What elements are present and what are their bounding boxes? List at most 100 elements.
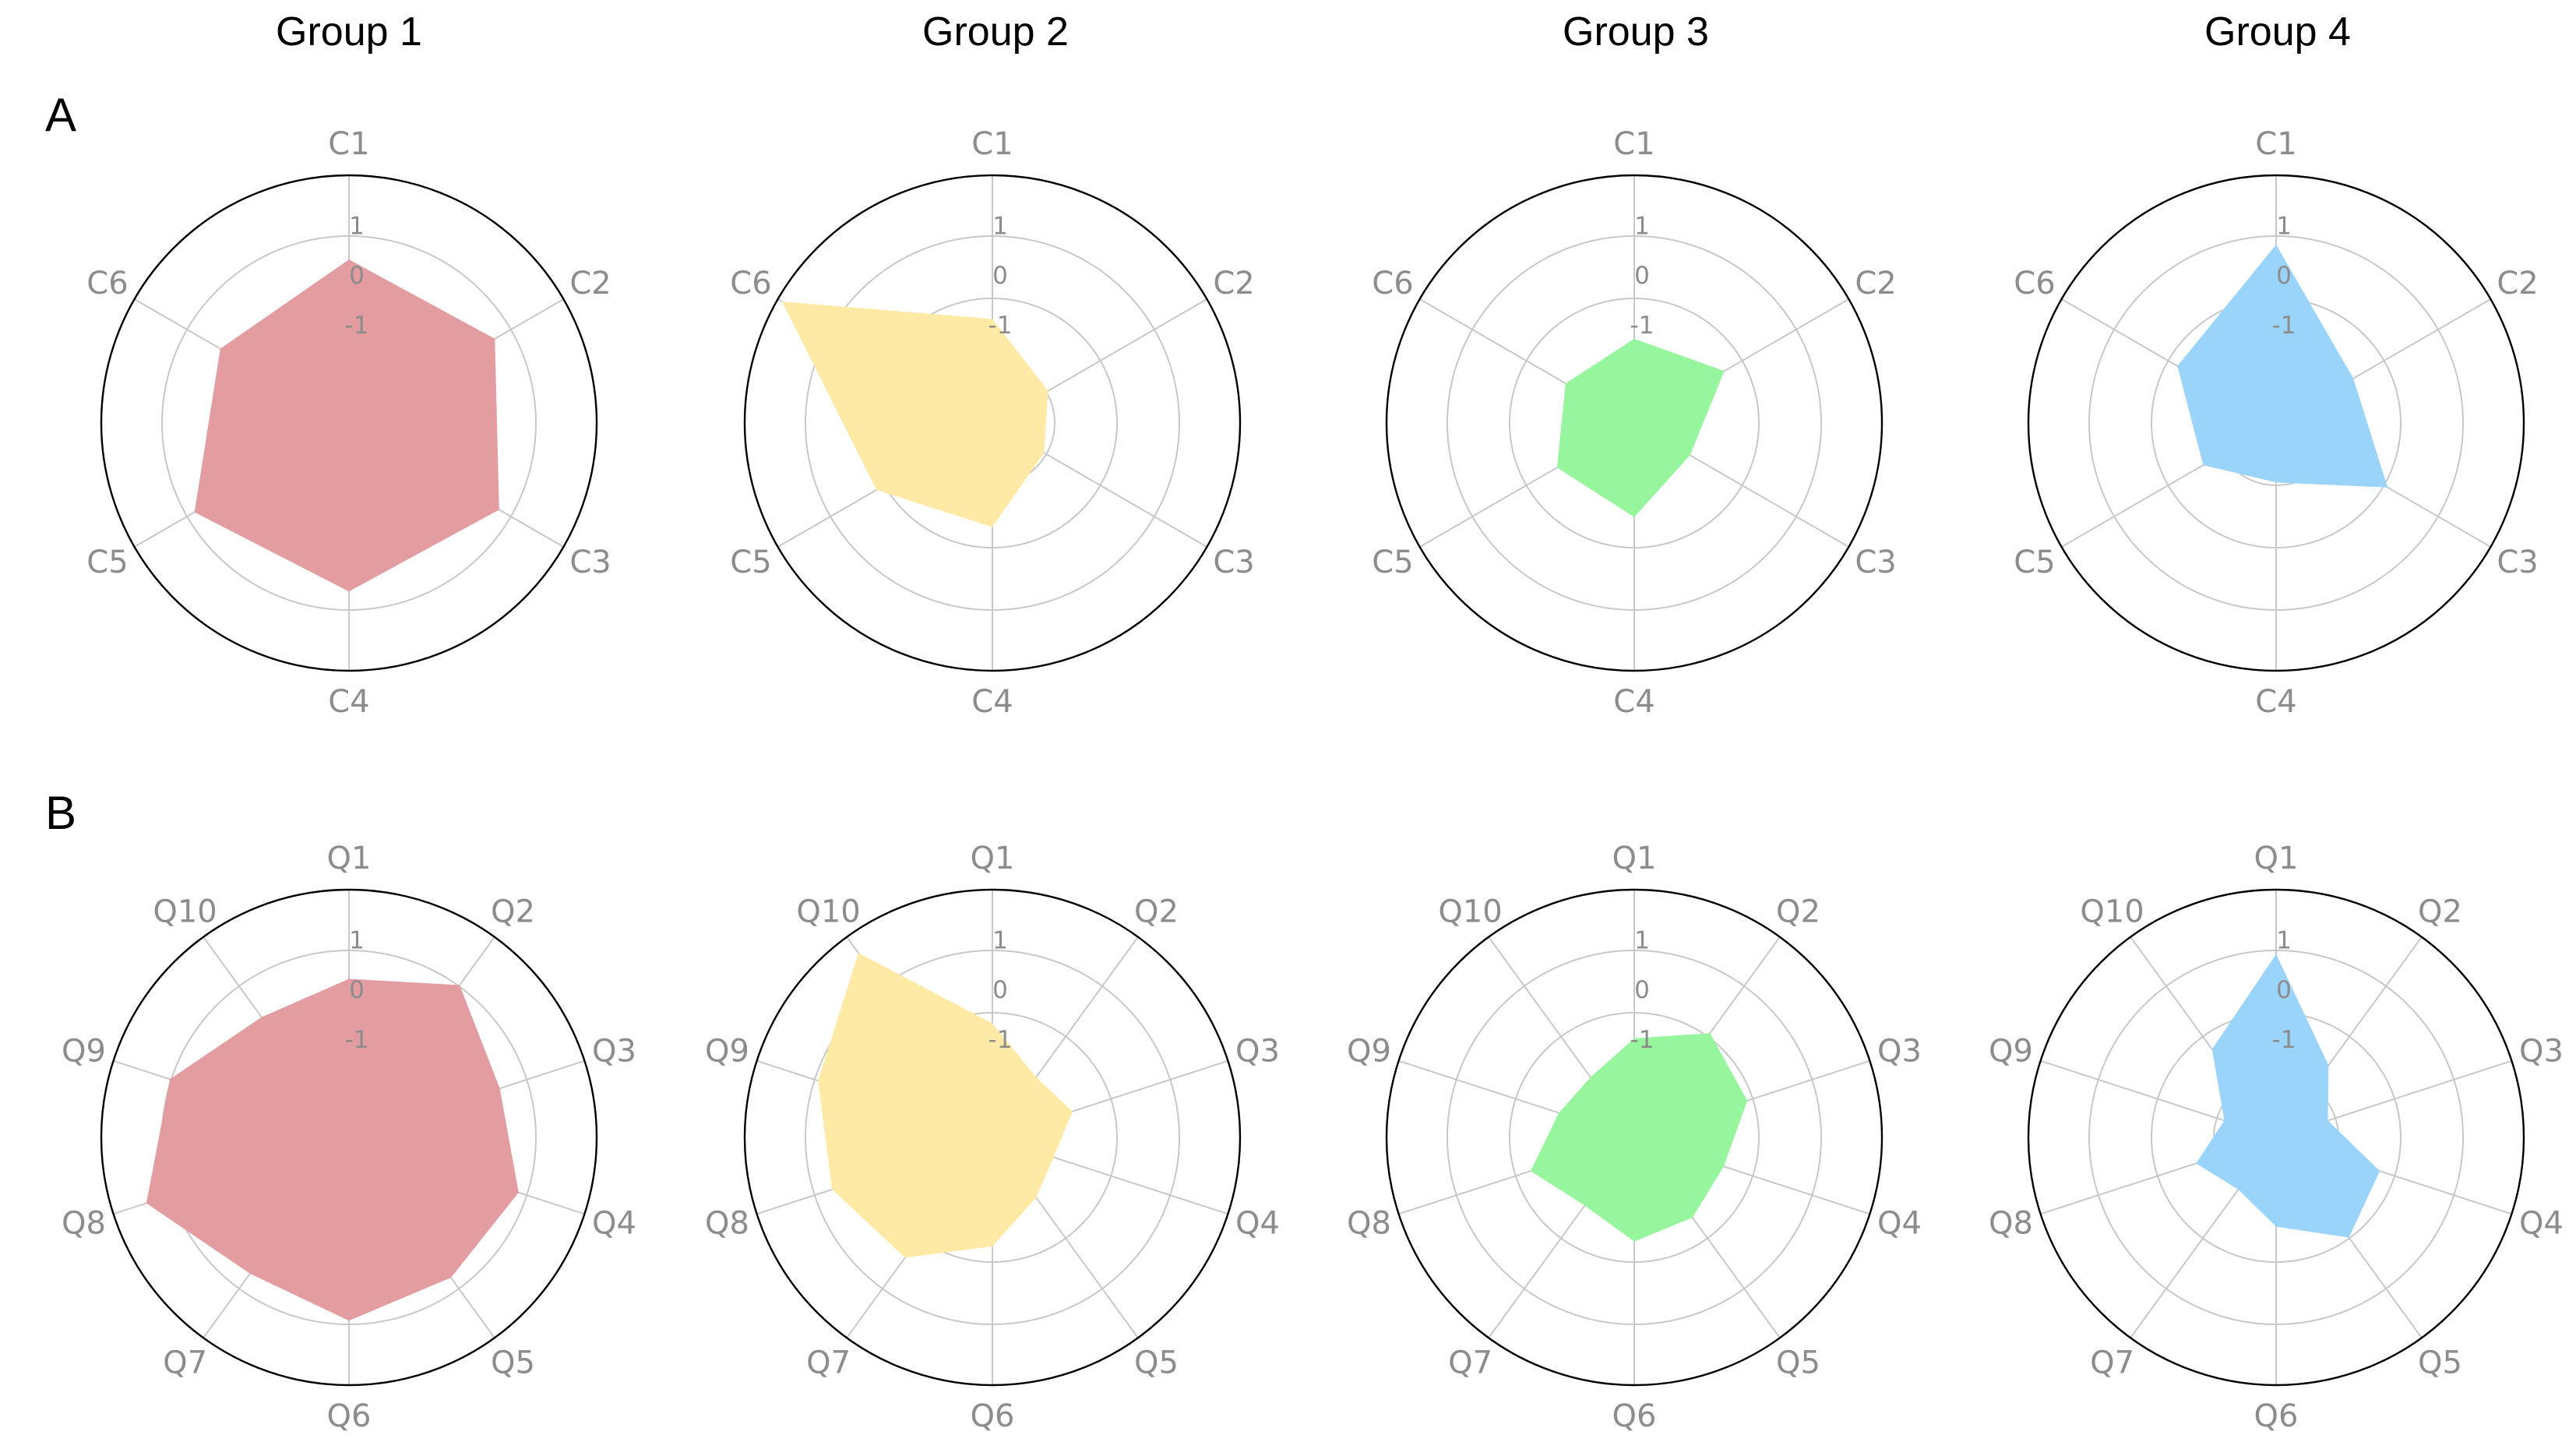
- category-label-c4: C4: [1613, 684, 1654, 720]
- category-label-q4: Q4: [1235, 1206, 1280, 1242]
- r-tick-label: 0: [992, 976, 1008, 1004]
- r-tick-label: 1: [2276, 927, 2292, 955]
- data-point-q5: [1035, 1197, 1037, 1198]
- outer-frame: [743, 174, 1242, 672]
- data-point-q2: [1709, 1032, 1711, 1034]
- r-tick-label: 0: [349, 976, 365, 1004]
- category-label-q4: Q4: [1877, 1206, 1922, 1242]
- r-tick-label: -1: [345, 1026, 369, 1054]
- radar-panel-a-2: 1 0 -1 C1 C2 C3 C4 C5 C6: [730, 126, 1254, 720]
- group-title-2: Group 2: [922, 9, 1069, 55]
- category-label-c5: C5: [730, 545, 771, 580]
- data-point-c2: [2352, 378, 2354, 379]
- category-label-c5: C5: [1372, 545, 1413, 580]
- radar-panels: 1 0 -1 C1 C2 C3 C4 C5 C6 1 0 -1 C1 C2 C3 C4 C5 C6 1 0 -1 C1 C2…: [62, 126, 2564, 1434]
- category-label-q5: Q5: [1776, 1345, 1820, 1381]
- category-label-c3: C3: [1855, 545, 1896, 580]
- data-point-c6: [1565, 383, 1566, 384]
- data-point-c3: [2387, 487, 2388, 488]
- category-label-q4: Q4: [2519, 1206, 2564, 1242]
- radar-panel-b-1: 1 0 -1 Q1 Q2 Q3 Q4 Q5 Q6 Q7 Q8 Q9 Q10: [62, 841, 636, 1434]
- category-label-q7: Q7: [1448, 1345, 1492, 1381]
- category-label-c6: C6: [2014, 266, 2055, 301]
- data-point-q4: [1723, 1165, 1725, 1167]
- group-title-4: Group 4: [2204, 9, 2351, 55]
- data-point-q6: [348, 1320, 350, 1321]
- data-point-q8: [2195, 1162, 2197, 1164]
- data-area-a-4: [2177, 245, 2388, 488]
- data-point-q7: [2237, 1189, 2239, 1190]
- category-label-c4: C4: [2255, 684, 2296, 720]
- category-label-c1: C1: [2255, 126, 2296, 162]
- r-tick-label: 1: [992, 927, 1008, 955]
- r-tick-label: 1: [349, 213, 365, 241]
- category-label-q7: Q7: [806, 1345, 851, 1381]
- category-label-q10: Q10: [796, 894, 860, 929]
- category-label-c6: C6: [1372, 266, 1413, 301]
- category-label-q5: Q5: [491, 1345, 535, 1381]
- r-tick-label: 1: [2276, 213, 2292, 241]
- data-point-c2: [1724, 370, 1725, 372]
- data-point-q1: [992, 1023, 993, 1024]
- category-label-c2: C2: [2497, 266, 2538, 301]
- data-point-c5: [2202, 464, 2204, 466]
- data-point-q4: [1053, 1157, 1055, 1158]
- radar-panel-b-4: 1 0 -1 Q1 Q2 Q3 Q4 Q5 Q6 Q7 Q8 Q9 Q10: [1989, 841, 2564, 1434]
- r-tick-label: 0: [2276, 976, 2292, 1004]
- outer-frame: [743, 888, 1242, 1387]
- category-label-q1: Q1: [2254, 841, 2299, 876]
- category-label-c6: C6: [86, 266, 128, 301]
- category-label-c3: C3: [2497, 545, 2538, 580]
- category-label-c2: C2: [1855, 266, 1896, 301]
- outer-frame: [100, 888, 598, 1387]
- r-tick-label: 0: [1634, 262, 1650, 290]
- category-label-q3: Q3: [1235, 1033, 1280, 1069]
- row-label-b: B: [45, 787, 76, 839]
- data-point-q7: [904, 1257, 906, 1258]
- data-point-q7: [249, 1273, 251, 1275]
- radar-panel-b-2: 1 0 -1 Q1 Q2 Q3 Q4 Q5 Q6 Q7 Q8 Q9 Q10: [705, 841, 1280, 1434]
- category-label-q7: Q7: [2090, 1345, 2134, 1381]
- category-label-q6: Q6: [971, 1398, 1015, 1434]
- data-point-q6: [2275, 1225, 2277, 1227]
- category-label-c2: C2: [569, 266, 611, 301]
- data-point-q9: [2223, 1119, 2225, 1121]
- radar-panel-a-4: 1 0 -1 C1 C2 C3 C4 C5 C6: [2014, 126, 2538, 720]
- category-label-q8: Q8: [62, 1206, 106, 1242]
- data-point-q5: [1692, 1217, 1693, 1218]
- category-label-c5: C5: [2014, 545, 2055, 580]
- category-label-q9: Q9: [705, 1033, 749, 1069]
- category-label-q6: Q6: [2254, 1398, 2299, 1434]
- r-tick-label: -1: [2272, 1026, 2296, 1054]
- category-label-q4: Q4: [592, 1206, 636, 1242]
- r-tick-label: 0: [2276, 262, 2292, 290]
- r-tick-label: -1: [1630, 1026, 1654, 1054]
- data-point-c5: [876, 489, 877, 491]
- r-tick-label: -1: [345, 312, 369, 340]
- category-label-q9: Q9: [62, 1033, 106, 1069]
- category-label-q10: Q10: [2080, 894, 2144, 929]
- category-label-q7: Q7: [163, 1345, 207, 1381]
- category-label-q3: Q3: [592, 1033, 636, 1069]
- category-label-q9: Q9: [1989, 1033, 2033, 1069]
- category-label-q2: Q2: [2418, 894, 2462, 929]
- data-area-a-2: [782, 301, 1048, 527]
- data-area-a-1: [194, 259, 499, 592]
- category-label-q3: Q3: [1877, 1033, 1922, 1069]
- data-area-b-1: [146, 978, 519, 1321]
- data-point-c6: [2176, 365, 2178, 367]
- radar-panel-a-1: 1 0 -1 C1 C2 C3 C4 C5 C6: [86, 126, 611, 720]
- category-label-q6: Q6: [327, 1398, 372, 1434]
- category-label-c4: C4: [971, 684, 1013, 720]
- radar-panel-b-3: 1 0 -1 Q1 Q2 Q3 Q4 Q5 Q6 Q7 Q8 Q9 Q10: [1347, 841, 1922, 1434]
- data-point-q9: [169, 1078, 171, 1080]
- row-label-a: A: [45, 89, 76, 141]
- r-tick-label: 1: [1634, 927, 1650, 955]
- data-point-q10: [858, 952, 859, 954]
- data-point-q3: [1746, 1100, 1748, 1102]
- outer-frame: [1385, 888, 1884, 1387]
- category-label-q2: Q2: [491, 894, 535, 929]
- data-point-q6: [1633, 1241, 1635, 1243]
- data-point-q3: [499, 1088, 501, 1089]
